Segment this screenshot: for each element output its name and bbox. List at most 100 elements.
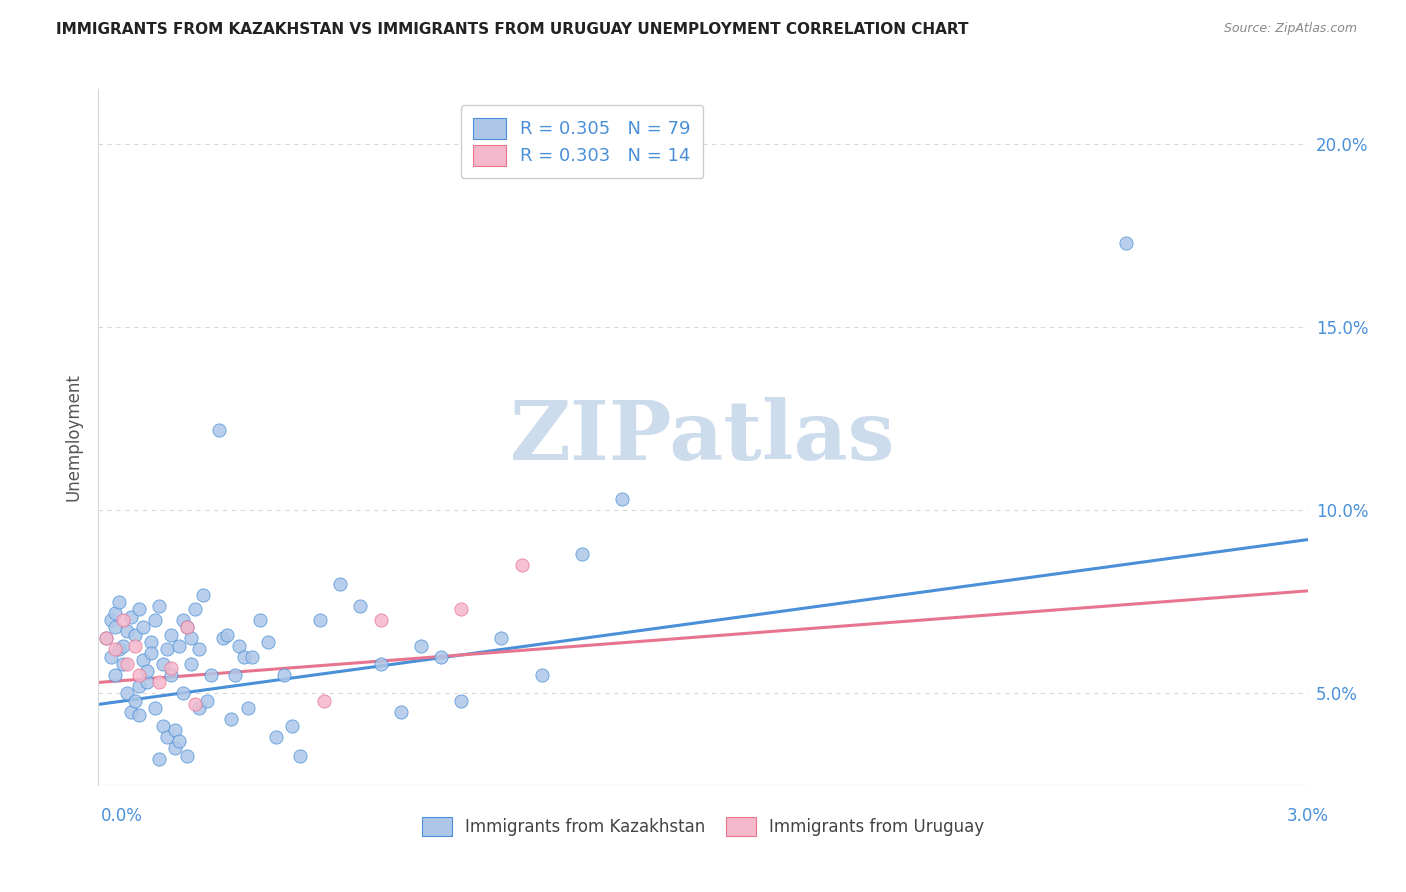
Point bbox=[195, 694, 218, 708]
Point bbox=[128, 708, 150, 723]
Point bbox=[148, 599, 170, 613]
Point bbox=[152, 719, 174, 733]
Point bbox=[571, 547, 593, 561]
Point bbox=[491, 632, 513, 646]
Point bbox=[139, 635, 162, 649]
Point bbox=[111, 657, 134, 672]
Point bbox=[135, 665, 157, 679]
Point bbox=[249, 613, 271, 627]
Point bbox=[156, 731, 179, 745]
Point bbox=[163, 723, 186, 737]
Point bbox=[160, 628, 183, 642]
Point bbox=[264, 731, 287, 745]
Point bbox=[163, 741, 186, 756]
Point bbox=[100, 649, 122, 664]
Point bbox=[180, 632, 202, 646]
Point bbox=[450, 694, 472, 708]
Point bbox=[370, 613, 392, 627]
Point bbox=[450, 602, 472, 616]
Point bbox=[135, 675, 157, 690]
Point bbox=[172, 613, 194, 627]
Point bbox=[120, 609, 142, 624]
Point bbox=[184, 602, 207, 616]
Point bbox=[188, 642, 211, 657]
Text: IMMIGRANTS FROM KAZAKHSTAN VS IMMIGRANTS FROM URUGUAY UNEMPLOYMENT CORRELATION C: IMMIGRANTS FROM KAZAKHSTAN VS IMMIGRANTS… bbox=[56, 22, 969, 37]
Text: 3.0%: 3.0% bbox=[1286, 807, 1329, 825]
Y-axis label: Unemployment: Unemployment bbox=[65, 373, 83, 501]
Point bbox=[128, 602, 150, 616]
Point bbox=[132, 653, 155, 667]
Point bbox=[120, 705, 142, 719]
Text: ZIPatlas: ZIPatlas bbox=[510, 397, 896, 477]
Point bbox=[193, 588, 215, 602]
Point bbox=[111, 639, 134, 653]
Point bbox=[314, 694, 336, 708]
Point bbox=[152, 657, 174, 672]
Point bbox=[232, 649, 254, 664]
Point bbox=[124, 694, 146, 708]
Point bbox=[256, 635, 278, 649]
Point bbox=[167, 639, 190, 653]
Point bbox=[180, 657, 202, 672]
Point bbox=[208, 423, 231, 437]
Point bbox=[612, 492, 634, 507]
Point bbox=[124, 628, 146, 642]
Point bbox=[221, 712, 243, 726]
Point bbox=[148, 752, 170, 766]
Point bbox=[281, 719, 304, 733]
Point bbox=[167, 734, 190, 748]
Point bbox=[1115, 235, 1137, 250]
Point bbox=[172, 686, 194, 700]
Point bbox=[273, 668, 295, 682]
Point bbox=[96, 632, 118, 646]
Point bbox=[128, 679, 150, 693]
Point bbox=[510, 558, 533, 573]
Point bbox=[176, 748, 198, 763]
Point bbox=[240, 649, 263, 664]
Point bbox=[212, 632, 235, 646]
Point bbox=[228, 639, 250, 653]
Point bbox=[103, 620, 125, 634]
Point bbox=[176, 620, 198, 634]
Point bbox=[288, 748, 311, 763]
Point bbox=[217, 628, 239, 642]
Point bbox=[143, 613, 166, 627]
Point bbox=[349, 599, 371, 613]
Point bbox=[176, 620, 198, 634]
Point bbox=[96, 632, 118, 646]
Text: 0.0%: 0.0% bbox=[101, 807, 143, 825]
Point bbox=[156, 642, 179, 657]
Point bbox=[329, 576, 352, 591]
Point bbox=[309, 613, 332, 627]
Point bbox=[115, 624, 138, 639]
Point bbox=[103, 642, 125, 657]
Point bbox=[124, 639, 146, 653]
Point bbox=[107, 595, 129, 609]
Point bbox=[107, 642, 129, 657]
Point bbox=[236, 701, 259, 715]
Point bbox=[132, 620, 155, 634]
Point bbox=[115, 657, 138, 672]
Point bbox=[409, 639, 432, 653]
Point bbox=[370, 657, 392, 672]
Point bbox=[200, 668, 222, 682]
Point bbox=[530, 668, 553, 682]
Point bbox=[115, 686, 138, 700]
Point bbox=[103, 606, 125, 620]
Point bbox=[100, 613, 122, 627]
Point bbox=[184, 698, 207, 712]
Point bbox=[143, 701, 166, 715]
Point bbox=[430, 649, 453, 664]
Text: Source: ZipAtlas.com: Source: ZipAtlas.com bbox=[1223, 22, 1357, 36]
Point bbox=[139, 646, 162, 660]
Point bbox=[128, 668, 150, 682]
Point bbox=[103, 668, 125, 682]
Point bbox=[148, 675, 170, 690]
Point bbox=[160, 668, 183, 682]
Legend: Immigrants from Kazakhstan, Immigrants from Uruguay: Immigrants from Kazakhstan, Immigrants f… bbox=[415, 810, 991, 843]
Point bbox=[111, 613, 134, 627]
Point bbox=[160, 661, 183, 675]
Point bbox=[188, 701, 211, 715]
Point bbox=[389, 705, 412, 719]
Point bbox=[224, 668, 246, 682]
